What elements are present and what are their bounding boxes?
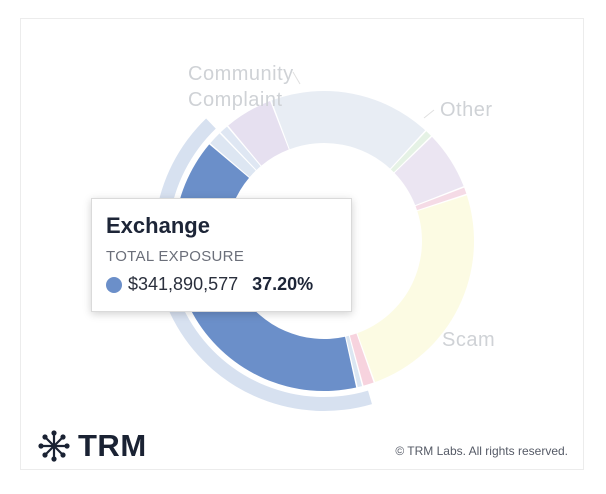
label-leader-line-other [423,109,435,119]
tooltip-amount: $341,890,577 [128,274,239,294]
inner-segment-6[interactable] [349,333,374,386]
inner-segment-3[interactable] [394,136,464,206]
tooltip-title: Exchange [106,213,210,238]
copyright-notice: © TRM Labs. All rights reserved. [395,444,568,458]
tooltip-subtitle: TOTAL EXPOSURE [106,248,245,265]
series-color-dot-icon [106,276,122,293]
logo-wordmark: TRM [78,428,147,463]
label-scam: Scam [442,329,495,351]
inner-segment-1[interactable] [271,91,426,169]
inner-segment-5[interactable] [357,195,474,383]
trm-logo: TRM [38,428,147,464]
tooltip-value-row: $341,890,577 37.20% [106,274,313,295]
inner-segment-4[interactable] [415,187,467,211]
inner-segment-0[interactable] [228,101,289,166]
label-other: Other [440,99,493,121]
inner-segment-7[interactable] [346,335,363,388]
inner-segment-9[interactable] [210,133,256,178]
label-leader-line-community [292,71,301,85]
tooltip-percent: 37.20% [252,274,314,294]
asterisk-network-icon [38,430,70,462]
inner-segment-10[interactable] [220,126,261,170]
label-community-complaint-line2: Complaint [188,89,283,111]
label-community-complaint-line1: Community [188,63,294,85]
segment-tooltip: Exchange TOTAL EXPOSURE $341,890,577 37.… [91,198,352,312]
inner-segment-2[interactable] [390,131,431,173]
